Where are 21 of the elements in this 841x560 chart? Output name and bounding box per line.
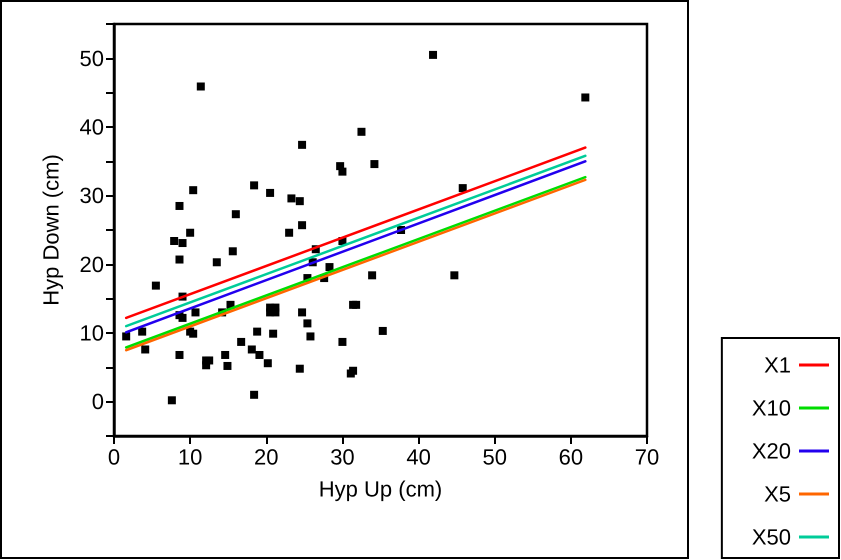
legend-label: X20 — [752, 438, 791, 464]
y-tick-label: 30 — [80, 183, 104, 208]
y-tick-label: 0 — [92, 389, 104, 414]
x-tick-label: 50 — [482, 444, 507, 470]
y-axis-title: Hyp Down (cm) — [38, 154, 64, 306]
x-tick-label: 10 — [178, 444, 202, 470]
legend-label: X10 — [752, 396, 791, 420]
y-tick-label: 20 — [80, 252, 104, 277]
x-tick-label: 40 — [406, 444, 431, 470]
x-tick-label: 60 — [558, 444, 584, 470]
y-tick-label: 40 — [80, 114, 104, 140]
legend-label: X1 — [764, 352, 791, 378]
x-tick-label: 0 — [108, 444, 120, 470]
x-tick-label: 70 — [634, 444, 660, 470]
x-axis-title: Hyp Up (cm) — [318, 476, 442, 502]
y-tick-label: 10 — [80, 320, 104, 346]
y-tick-label: 50 — [80, 46, 104, 71]
x-tick-label: 30 — [330, 444, 355, 470]
x-tick-label: 20 — [254, 444, 279, 470]
legend-label: X50 — [752, 524, 791, 550]
legend-label: X5 — [764, 482, 791, 506]
